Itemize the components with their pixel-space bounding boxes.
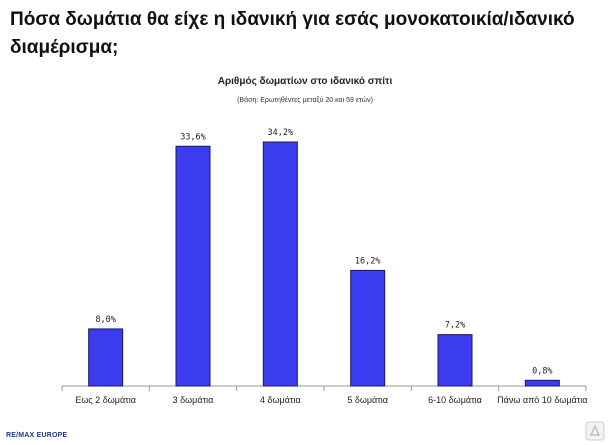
category-label-5: 6-10 δωμάτια: [428, 395, 482, 405]
data-label-1: 8,0%: [95, 315, 115, 325]
bar-2: [175, 145, 211, 387]
bar-3: [262, 141, 298, 387]
page-title: Πόσα δωμάτια θα είχε η ιδανική για εσάς …: [10, 9, 575, 58]
bar-6: [524, 379, 560, 387]
data-label-5: 7,2%: [445, 321, 465, 331]
data-label-2: 33,6%: [180, 132, 206, 142]
data-label-6: 0,8%: [532, 366, 552, 376]
brand-footer: RE/MAX EUROPE: [6, 432, 68, 439]
bar-1: [88, 328, 124, 387]
category-label-3: 4 δωμάτια: [260, 395, 301, 405]
category-label-2: 3 δωμάτια: [173, 395, 214, 405]
data-label-4: 16,2%: [355, 256, 381, 266]
data-label-3: 34,2%: [268, 128, 294, 138]
bar-4: [350, 269, 386, 387]
category-label-6: Πάνω από 10 δωμάτια: [497, 395, 587, 405]
logo-watermark-icon: [585, 421, 605, 441]
category-label-4: 5 δωμάτια: [347, 395, 388, 405]
chart-title: Αριθμός δωματίων στο ιδανικό σπίτι: [217, 76, 393, 87]
bar-5: [437, 334, 473, 387]
category-label-1: Εως 2 δωμάτια: [75, 395, 136, 405]
chart-subtitle: (Βάση: Ερωτηθέντες μεταξύ 20 και 59 ετών…: [237, 97, 373, 104]
